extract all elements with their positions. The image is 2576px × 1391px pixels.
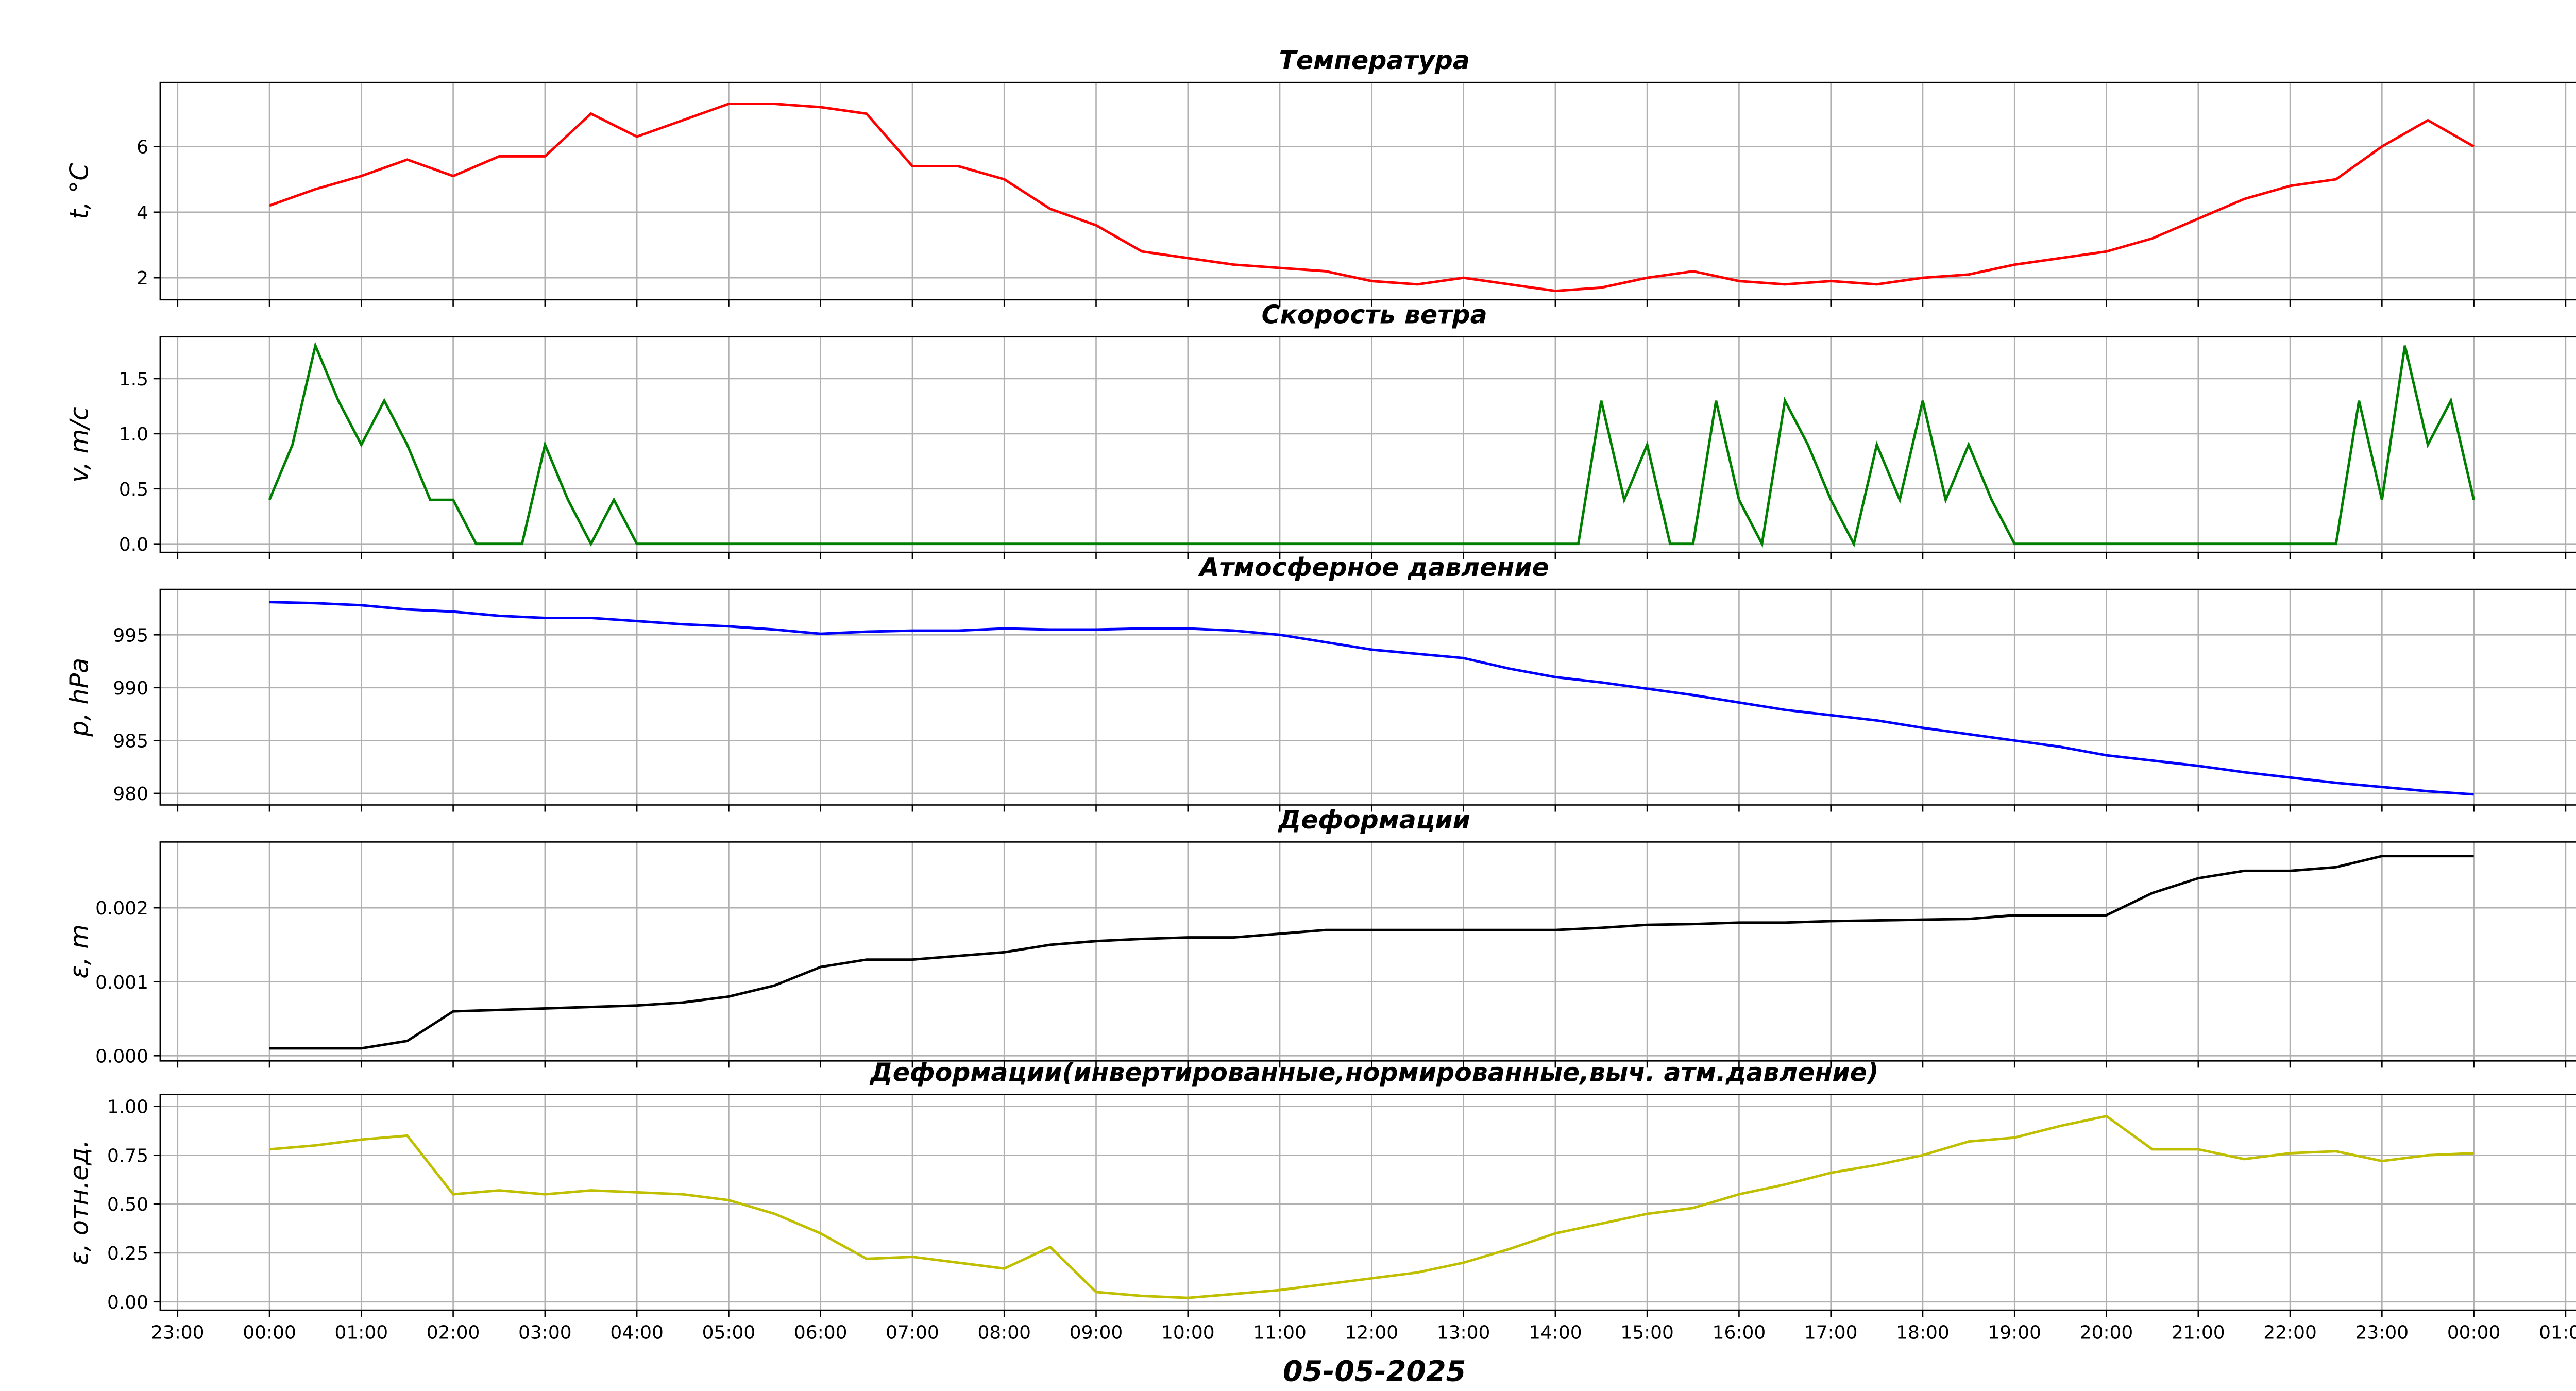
y-tick-label: 1.00 bbox=[107, 1097, 148, 1118]
y-axis-label: t, °C bbox=[64, 163, 94, 219]
axes-frame bbox=[159, 336, 2576, 553]
y-tick-label: 4 bbox=[137, 202, 148, 224]
x-tick-label: 13:00 bbox=[1437, 1322, 1490, 1344]
y-tick-label: 990 bbox=[113, 678, 148, 699]
y-tick-label: 0.5 bbox=[119, 479, 148, 500]
x-tick-label: 07:00 bbox=[886, 1322, 939, 1344]
x-tick-label: 08:00 bbox=[977, 1322, 1031, 1344]
x-tick-label: 06:00 bbox=[794, 1322, 848, 1344]
x-tick-label: 11:00 bbox=[1253, 1322, 1307, 1344]
subplot-title: Температура bbox=[1279, 45, 1470, 75]
x-tick-label: 22:00 bbox=[2263, 1322, 2317, 1344]
y-tick-label: 0.75 bbox=[107, 1145, 148, 1166]
axes-frame bbox=[159, 81, 2576, 301]
y-tick-label: 0.00 bbox=[107, 1292, 148, 1313]
y-tick-label: 0.000 bbox=[95, 1046, 148, 1067]
x-tick-label: 00:00 bbox=[2447, 1322, 2501, 1344]
subplot: 2 4 6 Температура t, °C bbox=[64, 45, 2576, 307]
x-tick-label: 01:00 bbox=[335, 1322, 388, 1344]
subplot: 23:00 00:00 01:00 02:00 03:00 04:00 05:00 06:00… bbox=[64, 1058, 2576, 1388]
x-tick-label: 20:00 bbox=[2080, 1322, 2133, 1344]
x-tick-label: 04:00 bbox=[610, 1322, 664, 1344]
y-tick-label: 980 bbox=[113, 784, 148, 805]
axes-frame bbox=[159, 841, 2576, 1062]
x-tick-label: 16:00 bbox=[1713, 1322, 1766, 1344]
y-tick-label: 1.0 bbox=[119, 424, 148, 445]
x-tick-label: 09:00 bbox=[1070, 1322, 1123, 1344]
subplot-title: Деформации(инвертированные,нормированные… bbox=[869, 1058, 1878, 1088]
axes-frame bbox=[159, 1094, 2576, 1311]
subplot: 980 985 990 995 Атмосферное давление p, hPa bbox=[64, 552, 2576, 812]
x-tick-label: 02:00 bbox=[427, 1322, 480, 1344]
x-tick-label: 19:00 bbox=[1988, 1322, 2041, 1344]
subplot: 0.0 0.5 1.0 1.5 Скорость ветра v, m/c bbox=[64, 300, 2576, 559]
x-tick-label: 05:00 bbox=[702, 1322, 756, 1344]
y-axis-label: p, hPa bbox=[64, 658, 94, 737]
data-line bbox=[269, 855, 2474, 1050]
x-tick-label: 10:00 bbox=[1161, 1322, 1215, 1344]
x-tick-label: 18:00 bbox=[1896, 1322, 1950, 1344]
x-tick-label: 03:00 bbox=[518, 1322, 572, 1344]
subplot-title: Деформации bbox=[1277, 805, 1470, 835]
x-tick-label: 00:00 bbox=[243, 1322, 296, 1344]
y-tick-label: 0.50 bbox=[107, 1194, 148, 1215]
y-tick-label: 0.001 bbox=[95, 972, 148, 993]
subplot: 0.000 0.001 0.002 Деформации ε, m bbox=[64, 805, 2576, 1068]
subplot-title: Атмосферное давление bbox=[1198, 552, 1549, 582]
y-tick-label: 6 bbox=[137, 137, 148, 158]
axes-frame bbox=[159, 588, 2576, 806]
y-tick-label: 0.002 bbox=[95, 898, 148, 919]
x-tick-label: 12:00 bbox=[1345, 1322, 1399, 1344]
y-tick-label: 2 bbox=[137, 268, 148, 289]
x-tick-label: 01:00 bbox=[2539, 1322, 2576, 1344]
data-line bbox=[269, 1114, 2474, 1299]
subplot-title: Скорость ветра bbox=[1262, 300, 1487, 330]
y-tick-label: 995 bbox=[113, 625, 148, 646]
y-axis-label: ε, отн.ед. bbox=[64, 1140, 94, 1265]
data-line bbox=[269, 601, 2474, 796]
x-tick-label: 23:00 bbox=[2355, 1322, 2409, 1344]
data-line bbox=[268, 341, 2476, 548]
y-tick-label: 0.25 bbox=[107, 1243, 148, 1264]
x-tick-label: 15:00 bbox=[1620, 1322, 1674, 1344]
y-axis-label: ε, m bbox=[64, 924, 94, 978]
x-tick-label: 21:00 bbox=[2172, 1322, 2225, 1344]
x-tick-label: 23:00 bbox=[151, 1322, 205, 1344]
y-axis-label: v, m/c bbox=[64, 406, 94, 482]
y-tick-label: 985 bbox=[113, 731, 148, 752]
data-line bbox=[269, 103, 2475, 293]
y-tick-label: 1.5 bbox=[119, 369, 148, 390]
y-tick-label: 0.0 bbox=[119, 534, 148, 555]
x-tick-label: 14:00 bbox=[1529, 1322, 1582, 1344]
x-tick-label: 17:00 bbox=[1804, 1322, 1858, 1344]
x-axis-label: 05-05-2025 bbox=[1283, 1354, 1466, 1388]
